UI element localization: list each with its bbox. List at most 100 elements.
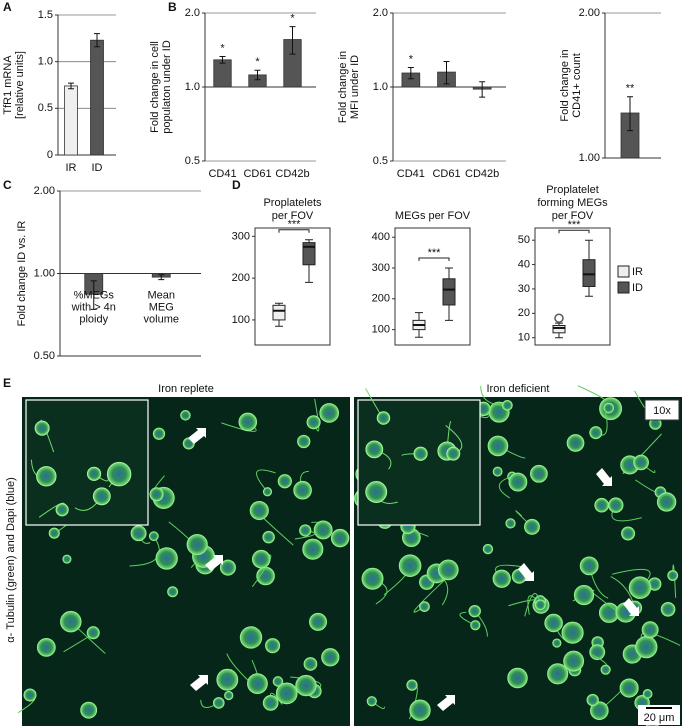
- y-tick-label: 100: [372, 324, 390, 336]
- significance-bracket: [558, 229, 590, 234]
- cell: [62, 554, 72, 564]
- x-tick-label: with > 4n: [71, 301, 116, 313]
- cell: [406, 679, 418, 691]
- cell: [167, 586, 179, 598]
- x-tick-label: CD61: [243, 168, 271, 180]
- cell: [319, 403, 340, 423]
- panel-label: A: [3, 0, 12, 14]
- error-bar: [254, 69, 261, 81]
- y-axis-label: populaton under ID: [161, 40, 173, 134]
- inset: [357, 399, 481, 526]
- chart-title: MEGs per FOV: [395, 210, 471, 222]
- cell: [265, 638, 281, 654]
- y-axis-label: α- Tubulin (green) and Dapi (blue): [5, 477, 17, 643]
- y-axis-label: [relative units]: [14, 51, 26, 119]
- cell: [262, 695, 279, 711]
- y-tick-label: 1.0: [38, 56, 53, 68]
- cell: [130, 525, 147, 542]
- y-tick-label: 200: [232, 272, 250, 284]
- cell: [621, 526, 636, 541]
- cell: [482, 543, 494, 555]
- box: [582, 259, 596, 287]
- error-bar: [289, 26, 296, 55]
- error-bar: [219, 56, 226, 64]
- y-tick-label: 2.00: [579, 7, 600, 19]
- image-title: Iron replete: [158, 383, 214, 395]
- error-bar: [479, 81, 486, 98]
- cell: [563, 650, 585, 672]
- significance-bracket: [418, 257, 450, 262]
- x-tick-label: ID: [92, 162, 103, 174]
- x-tick-label: CD41: [208, 168, 236, 180]
- plot-frame: [394, 227, 471, 346]
- significance-mark: **: [626, 83, 635, 95]
- cell: [262, 530, 275, 544]
- cell: [299, 524, 312, 537]
- y-axis-label: TfR1 mRNA: [2, 55, 14, 115]
- error-bar: [443, 60, 450, 85]
- box: [272, 304, 286, 321]
- significance-mark: *: [409, 53, 414, 65]
- cell: [293, 480, 312, 500]
- inset: [25, 399, 149, 526]
- y-tick-label: 2.00: [34, 185, 55, 197]
- cell: [492, 569, 511, 588]
- cell: [212, 697, 225, 709]
- y-tick-label: 40: [518, 258, 530, 270]
- cell: [60, 610, 82, 633]
- chart-title: per FOV: [272, 210, 314, 222]
- cell: [309, 612, 328, 631]
- error-bar: [158, 274, 165, 281]
- cell: [86, 626, 100, 640]
- error-bar: [68, 82, 74, 90]
- y-tick-label: 30: [518, 283, 530, 295]
- x-tick-label: CD42b: [275, 168, 309, 180]
- cell: [487, 435, 509, 457]
- y-tick-label: 2.0: [373, 7, 388, 19]
- cells: [17, 398, 350, 719]
- x-tick-label: IR: [66, 162, 77, 174]
- cell: [561, 621, 584, 644]
- legend-label: ID: [632, 282, 643, 294]
- proplatelet: [413, 574, 451, 613]
- cell: [573, 584, 595, 606]
- y-axis-label: Fold change ID vs. IR: [16, 221, 28, 327]
- box: [302, 242, 316, 266]
- inset-cell: [446, 446, 461, 461]
- cell: [238, 412, 258, 432]
- arrow: [188, 428, 206, 444]
- y-tick-label: 300: [372, 262, 390, 274]
- legend-swatch: [617, 265, 630, 278]
- panel-label: D: [232, 178, 241, 192]
- cell: [295, 674, 317, 697]
- y-axis-label: MFI under ID: [349, 55, 361, 119]
- cell: [321, 648, 340, 667]
- cell: [660, 601, 676, 617]
- cell: [80, 701, 98, 719]
- y-tick-label: 20: [518, 307, 530, 319]
- cell: [148, 531, 159, 542]
- cell: [313, 520, 333, 540]
- cell: [330, 528, 350, 548]
- significance-bracket: [278, 229, 310, 233]
- y-tick-label: 200: [372, 293, 390, 305]
- arrow: [623, 598, 639, 616]
- y-axis-label: Fold change in cell: [149, 41, 161, 133]
- y-tick-label: 0.5: [38, 102, 53, 114]
- y-tick-label: 100: [232, 314, 250, 326]
- cell: [552, 638, 562, 648]
- cell: [437, 559, 459, 581]
- cell: [633, 454, 649, 471]
- y-tick-label: 1.0: [185, 81, 200, 93]
- y-tick-label: 1.0: [373, 81, 388, 93]
- cell: [251, 549, 271, 569]
- cell: [275, 682, 298, 705]
- significance-mark: *: [290, 13, 295, 25]
- cell: [505, 518, 516, 529]
- error-bar: [90, 280, 97, 310]
- cell: [530, 464, 548, 483]
- cell: [272, 676, 284, 687]
- cell: [152, 427, 166, 440]
- cell: [589, 701, 609, 720]
- error-bar: [94, 33, 100, 48]
